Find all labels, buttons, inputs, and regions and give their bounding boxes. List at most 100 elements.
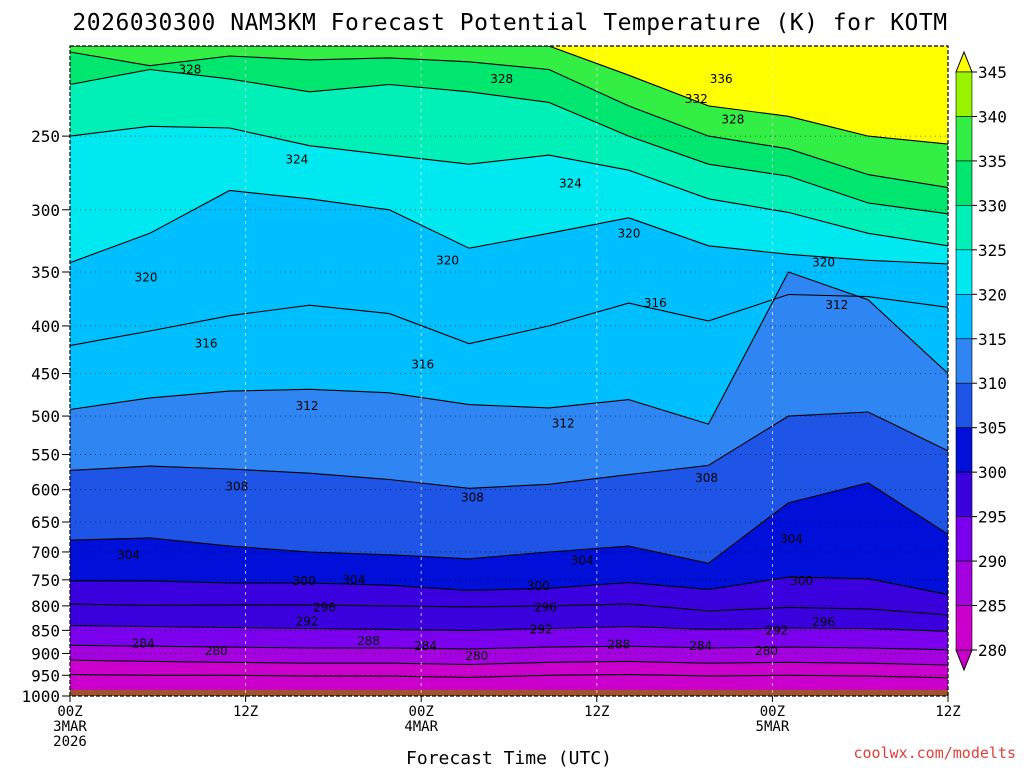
colorbar-label: 290 <box>978 552 1007 571</box>
contour-label: 292 <box>765 623 788 637</box>
credit-text: coolwx.com/modelts <box>853 744 1016 762</box>
plot-border <box>69 45 949 697</box>
contour-line-280 <box>70 673 948 679</box>
contour-label: 328 <box>490 72 513 86</box>
x-tick-label: 5MAR <box>756 719 790 735</box>
colorbar-swatch-290 <box>955 516 973 562</box>
colorbar-swatch-300 <box>955 427 973 473</box>
colorbar: 280 285 290 295 300 305 310 315 320 325 330 335 340 3… <box>955 50 1007 672</box>
contour-line-324 <box>70 125 948 247</box>
contour-label: 284 <box>689 639 712 653</box>
contour-label: 296 <box>812 615 835 629</box>
y-tick-label: 350 <box>31 263 60 282</box>
x-tick-label: 12Z <box>233 704 258 720</box>
contour-label: 304 <box>342 573 365 587</box>
contour-label: 316 <box>644 296 667 310</box>
colorbar-swatch-325 <box>955 205 973 251</box>
y-tick-label: 750 <box>31 571 60 590</box>
contour-label: 280 <box>465 649 488 663</box>
colorbar-label: 340 <box>978 107 1007 126</box>
y-tick-label: 700 <box>31 543 60 562</box>
contour-label: 324 <box>559 176 582 190</box>
colorbar-top-arrow <box>955 50 973 73</box>
chart-title: 2026030300 NAM3KM Forecast Potential Tem… <box>72 10 947 36</box>
colorbar-label: 305 <box>978 419 1007 438</box>
contour-label: 308 <box>695 471 718 485</box>
contour-label: 304 <box>780 532 803 546</box>
contour-label: 320 <box>812 256 835 270</box>
colorbar-label: 315 <box>978 330 1007 349</box>
contour-line-336 <box>70 46 948 145</box>
contour-label: 304 <box>117 548 140 562</box>
colorbar-label: 330 <box>978 196 1007 215</box>
y-tick-label: 800 <box>31 597 60 616</box>
contour-label: 288 <box>357 634 380 648</box>
contour-label: 292 <box>296 615 319 629</box>
y-tick-label: 950 <box>31 666 60 685</box>
contour-label: 308 <box>461 491 484 505</box>
contour-label: 324 <box>285 153 308 167</box>
contour-label: 328 <box>179 63 202 77</box>
y-tick-label: 1000 <box>21 687 60 706</box>
x-tick-label: 00Z <box>57 704 82 720</box>
contour-label: 300 <box>790 574 813 588</box>
colorbar-swatch-305 <box>955 382 973 428</box>
colorbar-label: 325 <box>978 241 1007 260</box>
colorbar-swatch-335 <box>955 116 973 162</box>
y-tick-label: 600 <box>31 481 60 500</box>
colorbar-swatch-295 <box>955 471 973 517</box>
x-tick-label: 00Z <box>760 704 785 720</box>
contour-line-320 <box>70 189 948 265</box>
y-tick-label: 300 <box>31 201 60 220</box>
contour-label: 332 <box>685 92 708 106</box>
contour-line-332 <box>70 51 948 189</box>
colorbar-label: 320 <box>978 285 1007 304</box>
y-tick-label: 550 <box>31 446 60 465</box>
colorbar-swatch-285 <box>955 560 973 606</box>
contour-label: 288 <box>607 637 630 651</box>
contour-label: 280 <box>755 644 778 658</box>
y-tick-label: 450 <box>31 365 60 384</box>
contour-line-292 <box>70 625 948 632</box>
contour-label: 320 <box>135 271 158 285</box>
y-tick-label: 250 <box>31 127 60 146</box>
contour-label: 312 <box>552 416 575 430</box>
colorbar-label: 285 <box>978 597 1007 616</box>
colorbar-label: 335 <box>978 152 1007 171</box>
y-tick-label: 650 <box>31 513 60 532</box>
colorbar-swatch-320 <box>955 249 973 295</box>
colorbar-label: 300 <box>978 463 1007 482</box>
colorbar-swatch-315 <box>955 294 973 340</box>
contour-label: 284 <box>414 639 437 653</box>
contour-line-316 <box>70 293 948 347</box>
x-tick-label: 3MAR <box>53 719 87 735</box>
contour-label: 292 <box>530 622 553 636</box>
contour-label: 284 <box>132 636 155 650</box>
contour-line-312 <box>70 271 948 425</box>
contour-line-296 <box>70 603 948 616</box>
ground-strip <box>70 689 948 696</box>
contour-line-308 <box>70 411 948 489</box>
y-tick-label: 400 <box>31 317 60 336</box>
colorbar-label: 295 <box>978 508 1007 527</box>
contour-label: 316 <box>195 337 218 351</box>
colorbar-swatch-280 <box>955 605 973 651</box>
contour-label: 304 <box>571 554 594 568</box>
x-tick-label: 00Z <box>409 704 434 720</box>
contour-line-328 <box>70 68 948 215</box>
contour-line-304 <box>70 482 948 564</box>
colorbar-label: 280 <box>978 641 1007 660</box>
y-axis: 250 300 350 400 450 500 550 600 650 700 750 800 850 9… <box>21 127 70 706</box>
x-tick-label: 12Z <box>584 704 609 720</box>
contour-label: 280 <box>205 644 228 658</box>
y-tick-label: 850 <box>31 621 60 640</box>
contour-label: 328 <box>721 113 744 127</box>
colorbar-swatch-330 <box>955 160 973 206</box>
colorbar-swatch-310 <box>955 338 973 384</box>
contour-label: 312 <box>296 399 319 413</box>
contour-label: 300 <box>527 579 550 593</box>
contour-line-288 <box>70 644 948 651</box>
contour-label: 320 <box>618 226 641 240</box>
